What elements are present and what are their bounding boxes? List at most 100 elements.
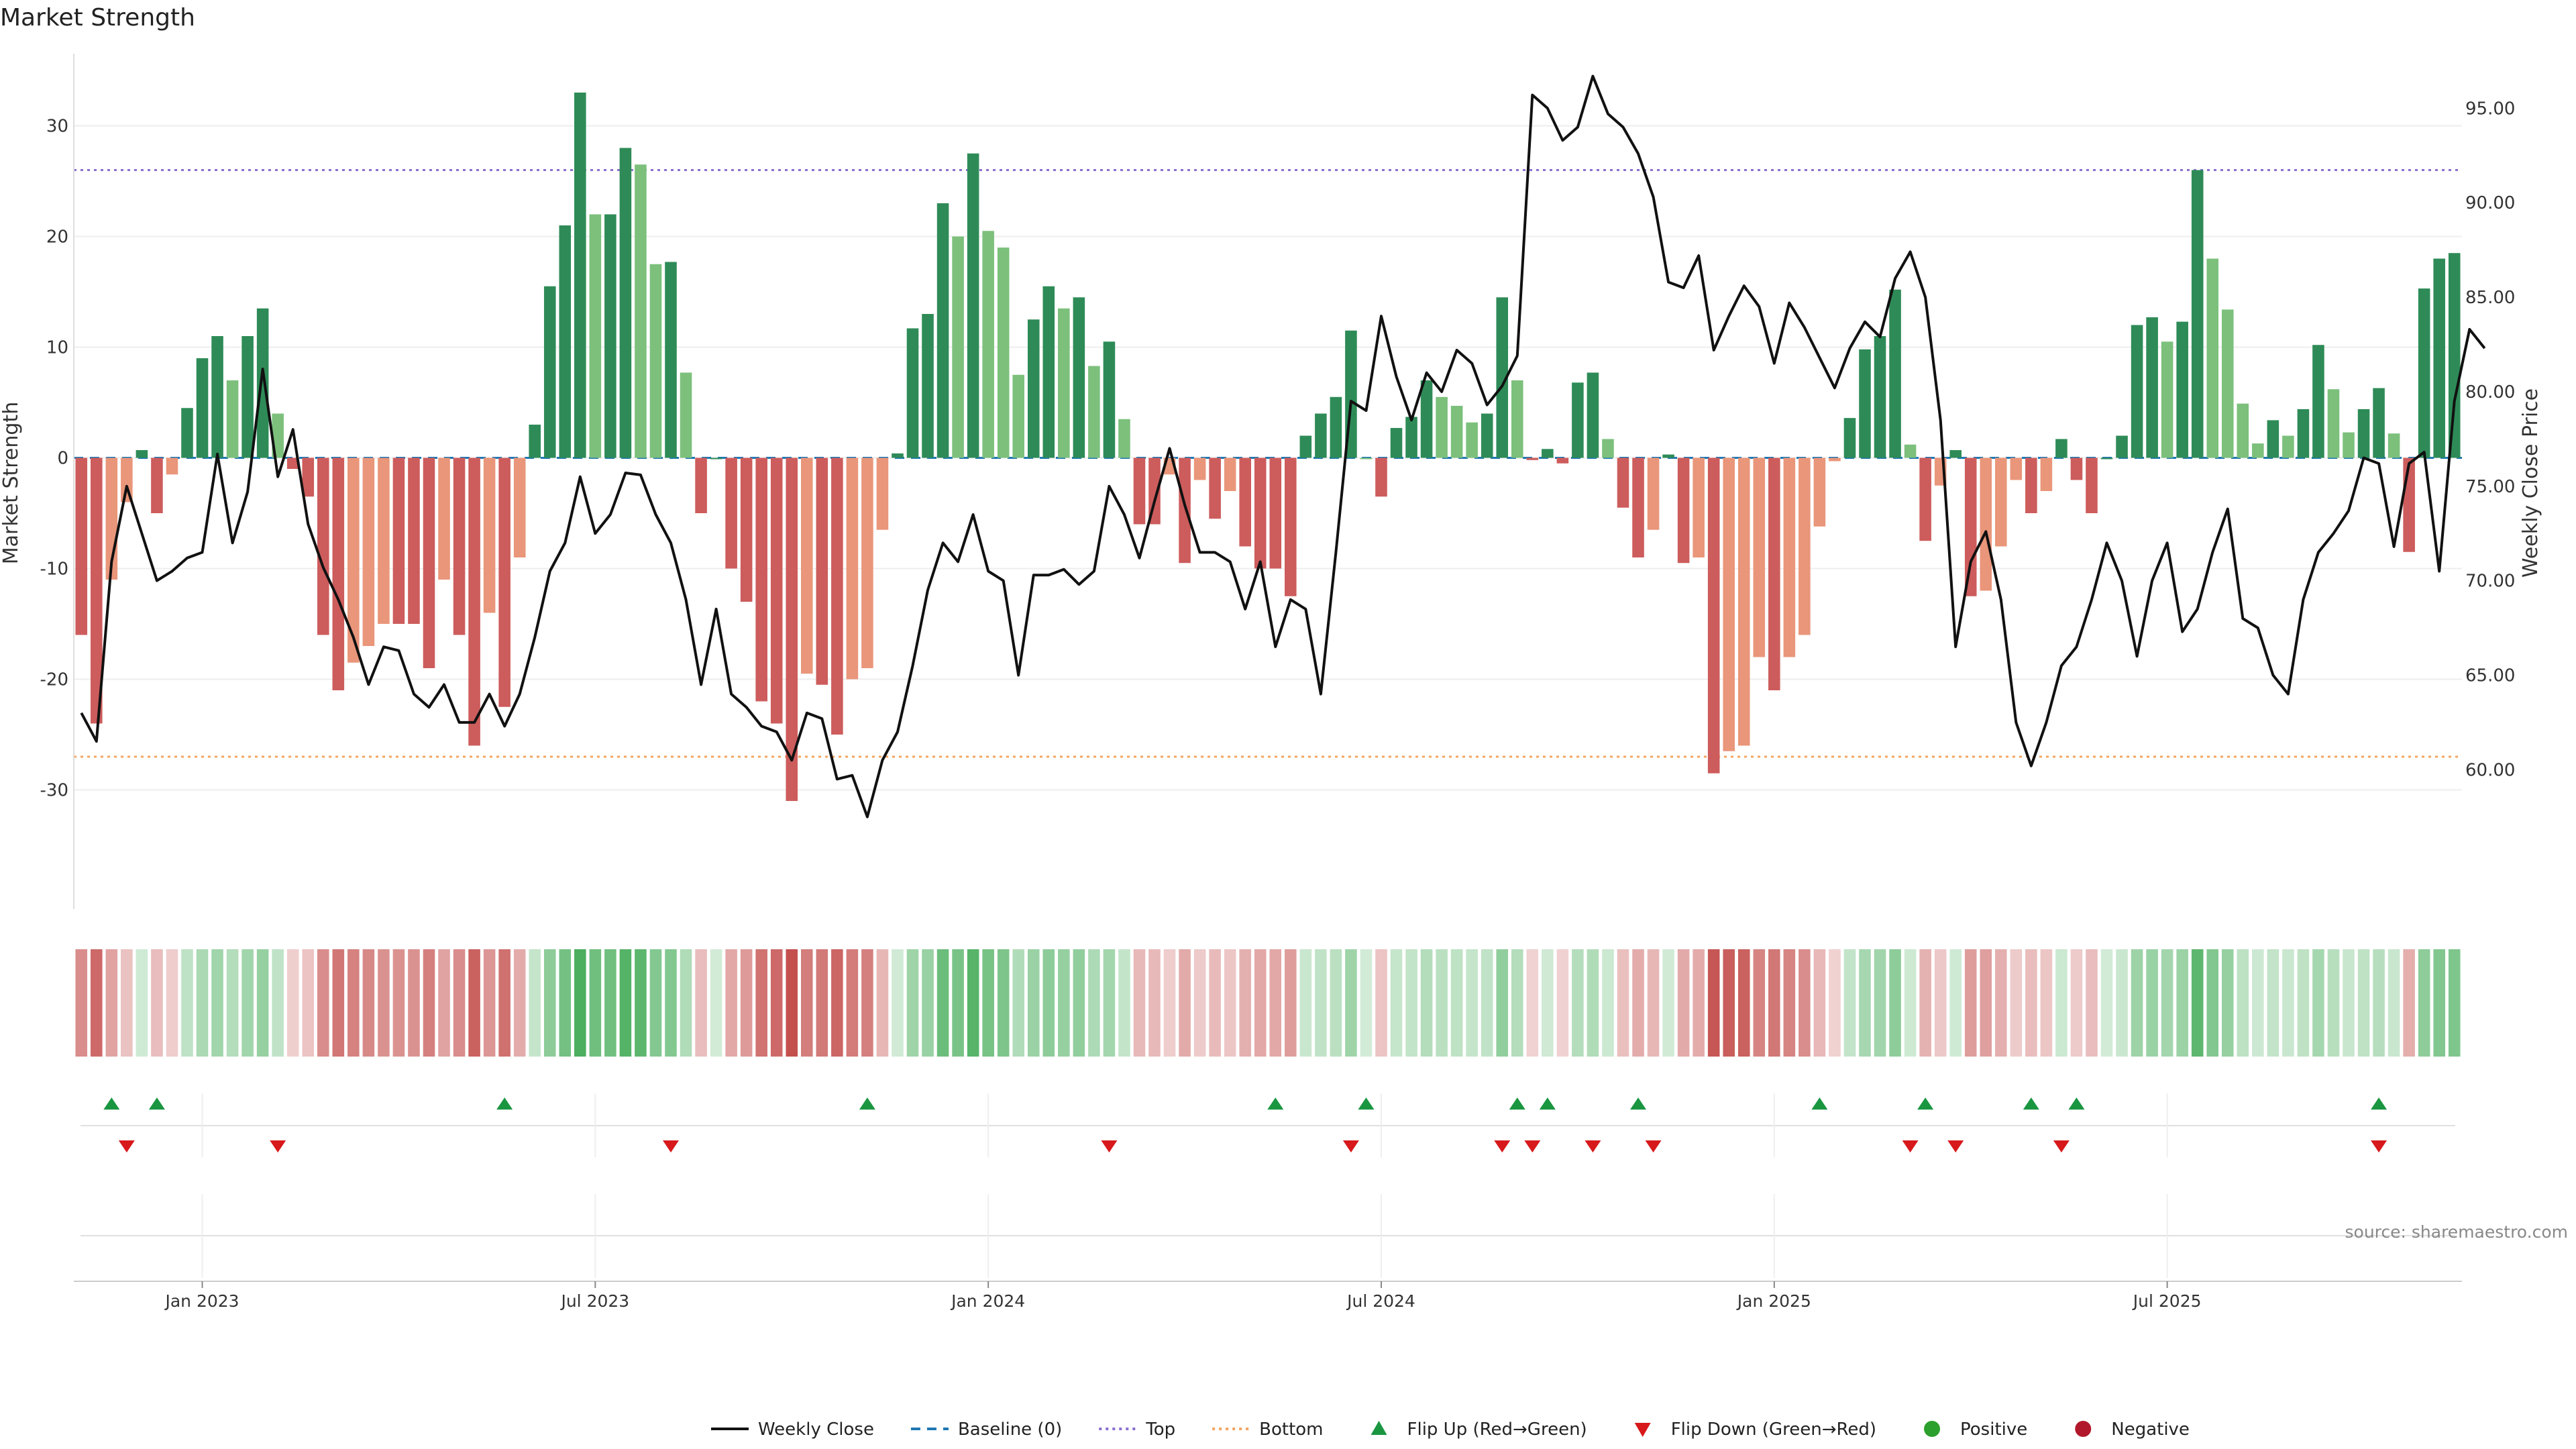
strength-bar xyxy=(2040,458,2053,491)
strength-bar xyxy=(665,262,677,458)
legend-label: Flip Up (Red→Green) xyxy=(1407,1419,1587,1440)
heat-cell xyxy=(1980,949,1992,1057)
strength-bar xyxy=(982,231,994,458)
strength-bar xyxy=(408,458,420,624)
heat-cell xyxy=(936,949,949,1057)
strength-bar xyxy=(1587,372,1599,458)
y-axis-label: Market Strength xyxy=(0,402,23,564)
heat-cell xyxy=(1193,949,1206,1057)
strength-bar xyxy=(906,328,919,458)
heat-cell xyxy=(362,949,375,1057)
heat-cell xyxy=(2433,949,2445,1057)
heat-cell xyxy=(800,949,813,1057)
heat-cell xyxy=(1919,949,1931,1057)
flip-up-marker xyxy=(1539,1097,1556,1110)
legend-label: Negative xyxy=(2111,1419,2190,1440)
strength-bar xyxy=(151,458,163,513)
x-tick-label: Jan 2023 xyxy=(164,1291,239,1311)
y2-tick-label: 70.00 xyxy=(2465,572,2515,592)
heat-cell xyxy=(619,949,632,1057)
heat-cell xyxy=(2221,949,2234,1057)
y2-tick-label: 60.00 xyxy=(2465,760,2515,780)
heat-cell xyxy=(1405,949,1417,1057)
strength-bar xyxy=(635,164,647,458)
strength-bar xyxy=(2086,458,2098,513)
strength-bar xyxy=(740,458,753,602)
heat-cell xyxy=(2267,949,2279,1057)
heat-cell xyxy=(2448,949,2461,1057)
flip-down-marker xyxy=(663,1140,679,1152)
strength-bar xyxy=(332,458,345,690)
heat-cell xyxy=(574,949,586,1057)
heat-cell xyxy=(2025,949,2037,1057)
strength-bar xyxy=(1707,458,1720,773)
reference-lines xyxy=(74,169,2462,758)
weekly-close-line xyxy=(80,74,2486,818)
legend-swatch-negative xyxy=(2075,1421,2092,1437)
heat-cell xyxy=(1450,949,1463,1057)
strength-bar xyxy=(695,458,707,513)
x-tick-label: Jan 2025 xyxy=(1736,1291,1811,1311)
heat-cell xyxy=(166,949,178,1057)
y2-tick-label: 90.00 xyxy=(2465,193,2515,213)
strength-bar xyxy=(2055,439,2068,458)
strength-bar xyxy=(468,458,480,746)
strength-bar xyxy=(1103,341,1116,458)
heat-cell xyxy=(2206,949,2219,1057)
heat-cell xyxy=(846,949,859,1057)
strength-bar xyxy=(1859,349,1871,458)
strength-bar xyxy=(1632,458,1644,557)
strength-bar xyxy=(2373,388,2385,458)
strength-bar xyxy=(1058,308,1070,458)
legend-label: Weekly Close xyxy=(758,1419,874,1440)
strength-bar xyxy=(302,458,315,497)
strength-bar xyxy=(2357,409,2370,458)
strength-bar xyxy=(483,458,496,613)
flip-up-marker xyxy=(1358,1097,1375,1110)
strength-bar xyxy=(91,458,103,724)
strength-bar xyxy=(1360,458,1373,460)
y-tick-label: 30 xyxy=(46,117,68,137)
strength-bar xyxy=(770,458,783,724)
heat-cell xyxy=(1330,949,1342,1057)
heat-cell xyxy=(892,949,904,1057)
heat-cell xyxy=(453,949,466,1057)
strength-bar xyxy=(2297,409,2310,458)
heat-cell xyxy=(2252,949,2264,1057)
strength-bar xyxy=(1813,458,1826,527)
heat-cell xyxy=(1859,949,1871,1057)
heat-cell xyxy=(1632,949,1644,1057)
heat-cell xyxy=(1934,949,1947,1057)
flip-up-marker xyxy=(1917,1097,1934,1110)
heat-cell xyxy=(2146,949,2158,1057)
strength-bar xyxy=(2448,253,2461,458)
strength-bar xyxy=(2100,458,2113,460)
strength-bar xyxy=(1737,458,1750,746)
strength-bar xyxy=(256,308,269,458)
heat-cell xyxy=(181,949,193,1057)
strength-bar xyxy=(1450,405,1463,458)
heat-cell xyxy=(211,949,223,1057)
strength-bar xyxy=(1027,319,1040,458)
strength-bar xyxy=(1073,297,1085,458)
strength-bar xyxy=(1299,435,1312,458)
heat-cell xyxy=(2237,949,2249,1057)
heat-cell xyxy=(1677,949,1690,1057)
heat-cell xyxy=(2176,949,2188,1057)
heat-cell xyxy=(1829,949,1841,1057)
heat-cell xyxy=(1693,949,1705,1057)
strength-bar xyxy=(2131,325,2143,458)
heat-cell xyxy=(1647,949,1660,1057)
flip-up-marker xyxy=(103,1097,120,1110)
heat-cell xyxy=(1964,949,1977,1057)
strength-bar xyxy=(892,453,904,458)
strength-bar xyxy=(1224,458,1236,491)
strength-bar xyxy=(2176,321,2188,458)
strength-bar xyxy=(2070,458,2083,480)
heat-cell xyxy=(665,949,677,1057)
strength-bar xyxy=(2161,341,2174,458)
x-axis: Jan 2023 Jul 2023 Jan 2024 Jul 2024 Jan 2025… xyxy=(74,1281,2462,1311)
heat-cell xyxy=(2297,949,2310,1057)
strength-bar xyxy=(1768,458,1780,690)
heat-cell xyxy=(1511,949,1523,1057)
